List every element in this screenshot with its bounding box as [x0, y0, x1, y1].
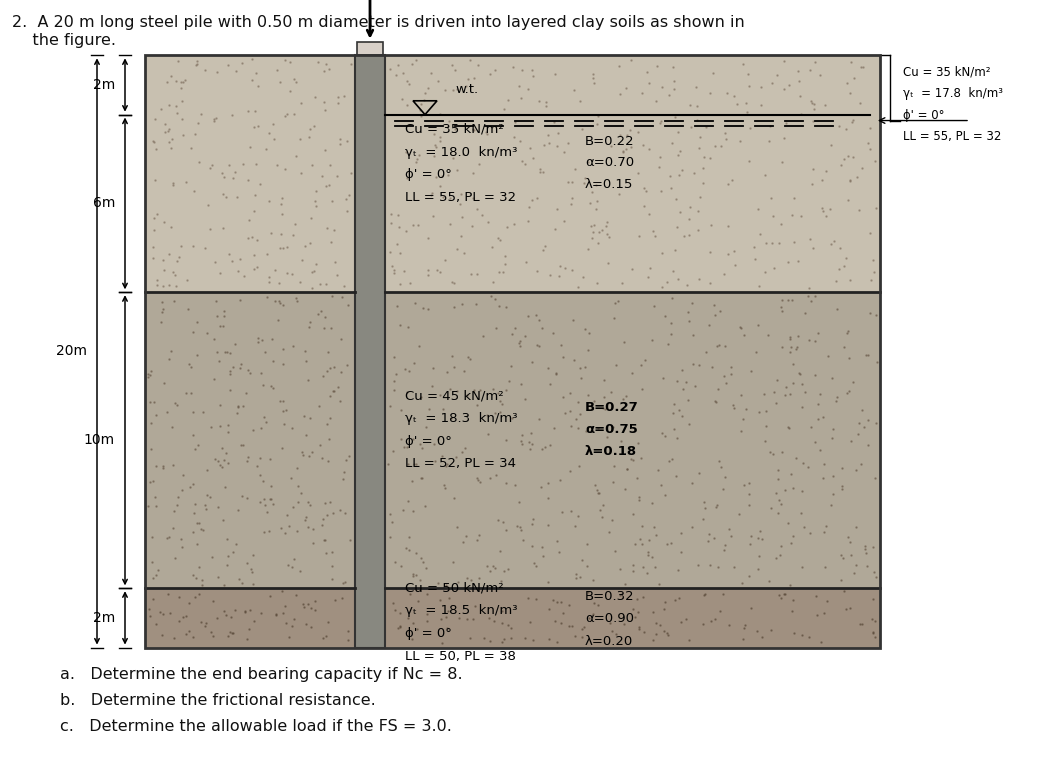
Text: Cu = 50 kN/m²: Cu = 50 kN/m²: [405, 582, 503, 595]
Text: Cu = 35 kN/m²: Cu = 35 kN/m²: [405, 123, 503, 136]
Text: ϕ' = 0°: ϕ' = 0°: [405, 168, 451, 181]
Bar: [145, 292, 355, 588]
Bar: [145, 56, 355, 292]
Text: 6m: 6m: [93, 196, 115, 211]
Text: ϕ' = 0°: ϕ' = 0°: [903, 109, 944, 122]
Text: 2m: 2m: [93, 611, 115, 625]
Text: Cu = 35 kN/m²: Cu = 35 kN/m²: [903, 65, 990, 78]
Text: γₜ  = 18.3  kn/m³: γₜ = 18.3 kn/m³: [405, 412, 518, 425]
Text: c.   Determine the allowable load if the FS = 3.0.: c. Determine the allowable load if the F…: [60, 718, 451, 734]
Bar: [145, 588, 355, 648]
Text: LL = 52, PL = 34: LL = 52, PL = 34: [405, 457, 516, 470]
Text: γₜ  = 18.0  kn/m³: γₜ = 18.0 kn/m³: [405, 145, 517, 158]
Text: ϕ' = 0°: ϕ' = 0°: [405, 435, 451, 447]
Bar: [385, 588, 880, 648]
Text: α=0.90: α=0.90: [584, 613, 634, 626]
Text: LL = 55, PL = 32: LL = 55, PL = 32: [405, 191, 516, 204]
Bar: [357, 42, 383, 56]
Text: w.t.: w.t.: [456, 83, 478, 96]
Text: b.   Determine the frictional resistance.: b. Determine the frictional resistance.: [60, 693, 375, 708]
Text: Cu = 45 kN/m²: Cu = 45 kN/m²: [405, 390, 503, 403]
Text: B=0.27: B=0.27: [584, 401, 639, 414]
Text: B=0.22: B=0.22: [584, 135, 634, 148]
Text: B=0.32: B=0.32: [584, 590, 634, 603]
Text: 20m: 20m: [56, 345, 87, 358]
Text: LL = 50, PL = 38: LL = 50, PL = 38: [405, 650, 516, 663]
Text: λ=0.20: λ=0.20: [584, 635, 633, 648]
Bar: [355, 56, 385, 648]
Bar: [385, 56, 880, 292]
Text: γₜ  = 18.5  kn/m³: γₜ = 18.5 kn/m³: [405, 604, 518, 617]
Text: ϕ' = 0°: ϕ' = 0°: [405, 627, 451, 640]
Text: 2.  A 20 m long steel pile with 0.50 m diameter is driven into layered clay soil: 2. A 20 m long steel pile with 0.50 m di…: [12, 15, 745, 30]
Text: λ=0.15: λ=0.15: [584, 178, 633, 191]
Text: γₜ  = 17.8  kn/m³: γₜ = 17.8 kn/m³: [903, 87, 1003, 100]
Text: 10m: 10m: [84, 433, 115, 447]
Text: 2m: 2m: [93, 78, 115, 92]
Text: the figure.: the figure.: [12, 33, 116, 48]
Text: λ=0.18: λ=0.18: [584, 444, 638, 457]
Bar: [385, 292, 880, 588]
Bar: [145, 56, 880, 648]
Text: a.   Determine the end bearing capacity if Nc = 8.: a. Determine the end bearing capacity if…: [60, 667, 463, 683]
Text: α=0.70: α=0.70: [584, 157, 634, 170]
Text: LL = 55, PL = 32: LL = 55, PL = 32: [903, 130, 1002, 143]
Text: α=0.75: α=0.75: [584, 423, 638, 436]
